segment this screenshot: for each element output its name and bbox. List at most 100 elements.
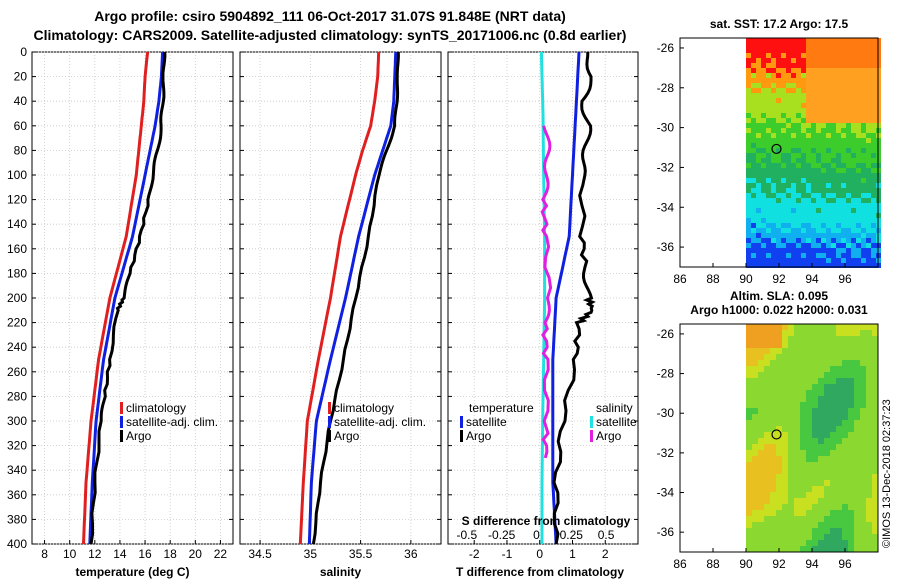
map-cell <box>860 474 866 480</box>
map-cell <box>856 138 861 143</box>
map-cell <box>851 98 856 103</box>
map-cell <box>782 402 788 408</box>
map-cell <box>816 178 821 183</box>
map-cell <box>854 498 860 504</box>
map-cell <box>812 516 818 522</box>
map-cell <box>806 468 812 474</box>
map-cell <box>746 78 751 83</box>
map-cell <box>818 360 824 366</box>
map-cell <box>812 348 818 354</box>
ytick-label: 380 <box>7 512 27 526</box>
map-cell <box>766 238 771 243</box>
map-cell <box>860 540 866 546</box>
map-cell <box>812 378 818 384</box>
map-cell <box>854 414 860 420</box>
map-cell <box>794 324 800 330</box>
map-cell <box>776 384 782 390</box>
map-cell <box>800 342 806 348</box>
map-cell <box>861 138 866 143</box>
map-cell <box>816 233 821 238</box>
map-cell <box>848 378 854 384</box>
map-cell <box>841 98 846 103</box>
map-cell <box>866 408 872 414</box>
map-cell <box>861 158 866 163</box>
map-cell <box>872 504 878 510</box>
map-cell <box>776 540 782 546</box>
map-cell <box>746 53 751 58</box>
map-cell <box>836 366 842 372</box>
map-cell <box>751 253 756 258</box>
map-cell <box>848 462 854 468</box>
map-cell <box>766 68 771 73</box>
map-cell <box>746 426 752 432</box>
map-cell <box>830 480 836 486</box>
map-cell <box>831 168 836 173</box>
map-cell <box>836 516 842 522</box>
map-cell <box>776 456 782 462</box>
map-cell <box>826 198 831 203</box>
map-cell <box>776 68 781 73</box>
map-cell <box>758 510 764 516</box>
map-cell <box>776 372 782 378</box>
legend-header-salinity: salinity <box>596 401 633 415</box>
map-cell <box>851 203 856 208</box>
map-cell <box>770 390 776 396</box>
map-cell <box>816 253 821 258</box>
map-cell <box>856 158 861 163</box>
title-line1: Argo profile: csiro 5904892_111 06-Oct-2… <box>94 8 566 24</box>
map-cell <box>806 522 812 528</box>
map-cell <box>812 534 818 540</box>
map-cell <box>836 402 842 408</box>
map-cell <box>771 178 776 183</box>
map-cell <box>800 408 806 414</box>
map-cell <box>782 498 788 504</box>
map-cell <box>751 248 756 253</box>
map-cell <box>806 138 811 143</box>
map-cell <box>824 342 830 348</box>
map-cell <box>791 78 796 83</box>
map-cell <box>866 372 872 378</box>
map-cell <box>781 203 786 208</box>
map-cell <box>836 263 841 268</box>
map-xtick-label-sst-map: 96 <box>838 272 852 286</box>
xtick-label-salinity: 34.5 <box>248 547 272 561</box>
map-cell <box>816 243 821 248</box>
map-cell <box>776 414 782 420</box>
map-cell <box>856 78 861 83</box>
map-cell <box>830 492 836 498</box>
map-cell <box>776 113 781 118</box>
map-cell <box>866 168 871 173</box>
map-cell <box>751 243 756 248</box>
map-cell <box>866 223 871 228</box>
map-cell <box>751 113 756 118</box>
map-cell <box>796 248 801 253</box>
map-cell <box>806 218 811 223</box>
map-cell <box>796 193 801 198</box>
map-cell <box>830 474 836 480</box>
map-cell <box>866 492 872 498</box>
map-cell <box>842 330 848 336</box>
xlabel-salinity: salinity <box>320 565 362 579</box>
map-cell <box>842 534 848 540</box>
map-cell <box>776 128 781 133</box>
map-cell <box>796 78 801 83</box>
map-cell <box>806 480 812 486</box>
map-cell <box>836 188 841 193</box>
map-cell <box>801 103 806 108</box>
map-ytick-label-sst-map: -32 <box>657 160 675 174</box>
map-cell <box>846 103 851 108</box>
map-cell <box>856 123 861 128</box>
map-cell <box>812 366 818 372</box>
map-cell <box>801 123 806 128</box>
map-cell <box>782 528 788 534</box>
map-cell <box>846 128 851 133</box>
map-cell <box>746 88 751 93</box>
map-cell <box>871 213 876 218</box>
map-xtick-label-sla-map: 88 <box>706 557 720 571</box>
map-cell <box>781 248 786 253</box>
map-cell <box>752 504 758 510</box>
map-cell <box>776 133 781 138</box>
map-cell <box>811 173 816 178</box>
map-cell <box>821 253 826 258</box>
map-cell <box>816 193 821 198</box>
